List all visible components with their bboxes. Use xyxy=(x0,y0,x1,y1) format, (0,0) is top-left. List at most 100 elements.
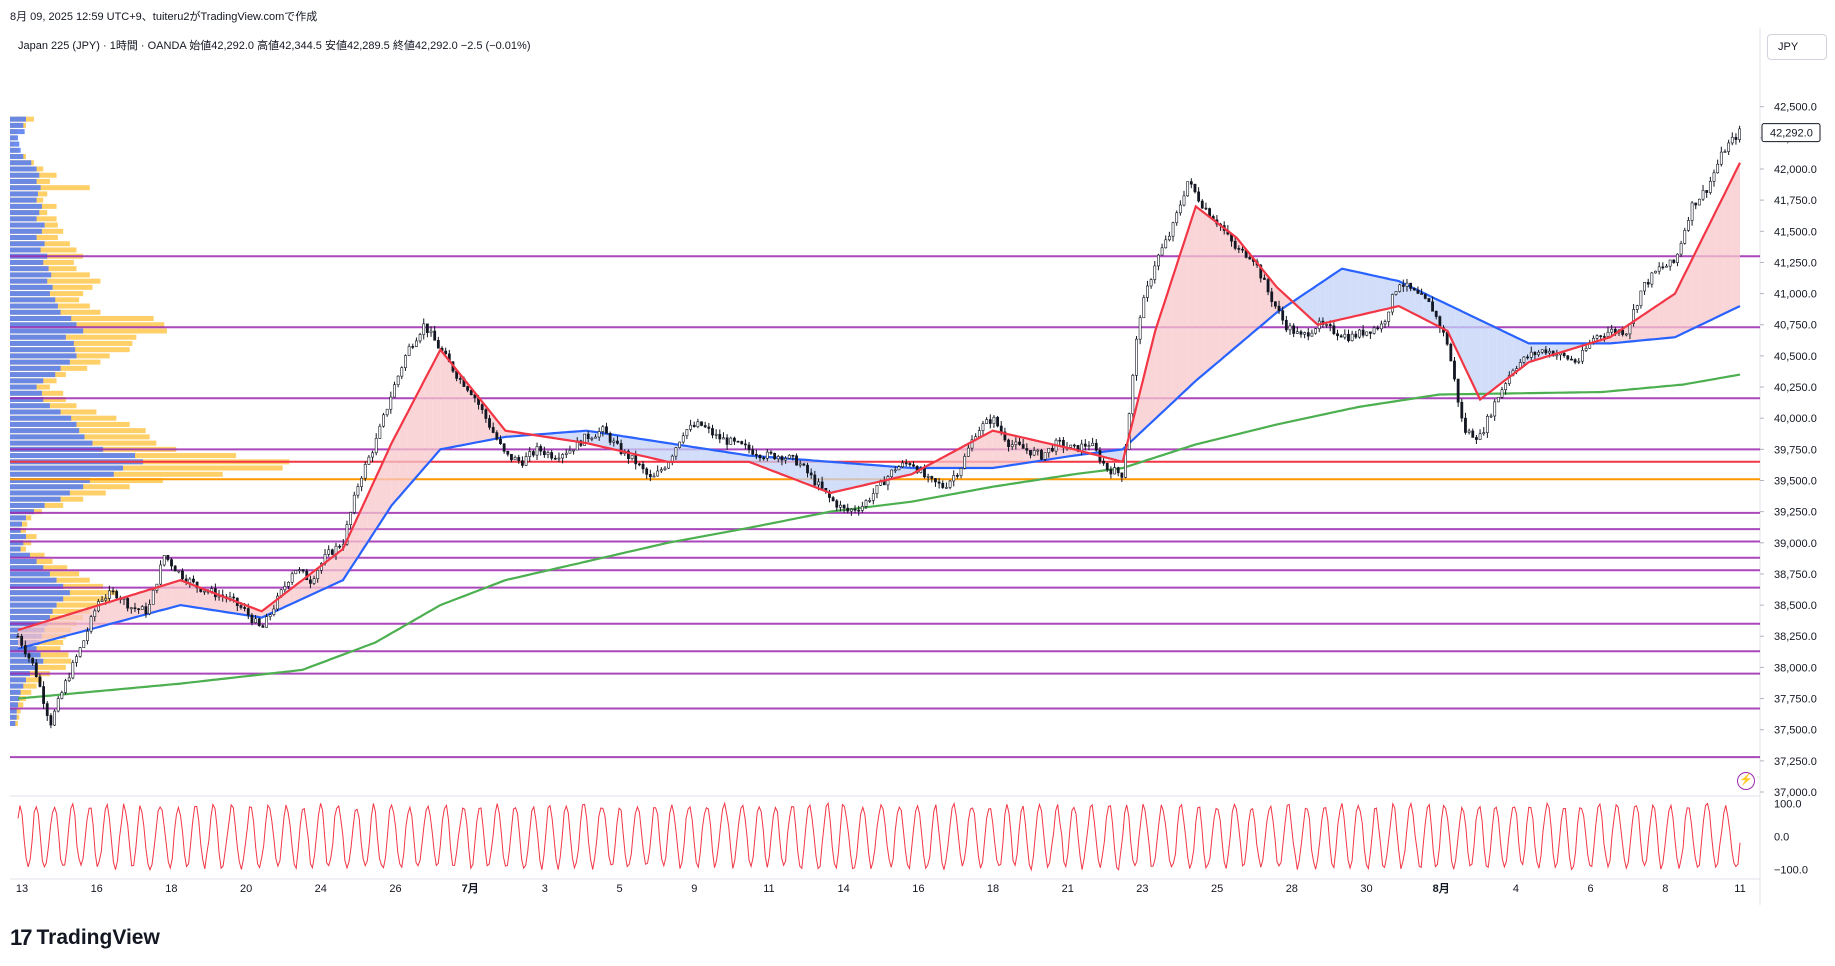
candle-body xyxy=(312,578,316,584)
candle-body xyxy=(590,437,594,440)
candle-body xyxy=(400,367,404,377)
vp-bar-up xyxy=(10,583,64,589)
vp-bar-up xyxy=(10,284,53,290)
y-tick-label: 40,750.0 xyxy=(1774,320,1817,332)
vp-bar-up xyxy=(10,122,24,128)
ma-fill-segment xyxy=(1496,327,1505,388)
candle-body xyxy=(1248,257,1252,260)
vp-bar-up xyxy=(10,353,77,359)
candle-body xyxy=(100,599,104,602)
currency-selector[interactable]: JPY xyxy=(1767,34,1827,60)
ma-fill-segment xyxy=(424,365,433,469)
symbol-name[interactable]: Japan 225 (JPY) xyxy=(18,40,100,52)
ma-fill-segment xyxy=(675,444,685,462)
candle-body xyxy=(725,437,729,445)
ma-fill-segment xyxy=(1406,285,1416,315)
vp-bar-up xyxy=(10,602,57,608)
vp-bar-up xyxy=(10,210,40,216)
ma-fill-segment xyxy=(1715,195,1724,318)
osc-tick-label: 0.0 xyxy=(1774,832,1789,844)
vp-bar-up xyxy=(10,384,37,390)
candle-body xyxy=(1383,321,1387,325)
x-tick-label: 26 xyxy=(389,883,401,895)
candle-body xyxy=(1420,293,1423,295)
x-tick-label: 4 xyxy=(1513,883,1519,895)
candle-body xyxy=(871,493,875,501)
ma-fill-segment xyxy=(1317,279,1326,325)
brand-logo[interactable]: 17 TradingView xyxy=(10,925,160,951)
candle-body xyxy=(1423,294,1427,299)
ma-fill-segment xyxy=(1666,293,1676,338)
candle-body xyxy=(60,692,64,699)
candle-body xyxy=(393,384,396,398)
ma-fill-segment xyxy=(1634,315,1643,342)
candle-body xyxy=(148,604,151,615)
vp-bar-up xyxy=(10,297,56,303)
ma-fill-segment xyxy=(1147,330,1156,427)
candle-body xyxy=(1687,220,1690,231)
ma-fill-segment xyxy=(82,607,92,632)
candle-body xyxy=(970,439,974,449)
vp-bar-up xyxy=(10,428,80,434)
candle-body xyxy=(524,456,528,466)
candle-body xyxy=(181,570,184,580)
price-axis: 42,500.042,250.042,000.041,750.041,500.0… xyxy=(1760,102,1817,877)
vp-bar-up xyxy=(10,228,42,234)
y-tick-label: 37,250.0 xyxy=(1774,756,1817,768)
vp-bar-up xyxy=(10,415,72,421)
candle-body xyxy=(813,474,817,486)
oscillator-pane xyxy=(17,801,1741,872)
candle-body xyxy=(1621,329,1625,335)
candle-body xyxy=(641,463,645,470)
candle-body xyxy=(104,598,108,601)
candle-body xyxy=(1058,439,1062,442)
vp-bar-up xyxy=(10,521,22,527)
candle-body xyxy=(1416,289,1420,294)
candle-body xyxy=(1504,383,1508,390)
candle-body xyxy=(298,569,301,571)
vp-bar-up xyxy=(10,116,26,122)
vp-bar-up xyxy=(10,571,50,577)
candle-body xyxy=(1482,432,1486,435)
candle-body xyxy=(34,662,38,678)
candle-body xyxy=(170,559,173,567)
lightning-icon[interactable]: ⚡ xyxy=(1737,772,1755,790)
candle-body xyxy=(1069,444,1073,448)
candle-body xyxy=(773,452,777,460)
candle-body xyxy=(849,508,853,512)
candle-body xyxy=(692,424,696,428)
vp-bar-up xyxy=(10,490,70,496)
candle-body xyxy=(1566,355,1570,360)
ma-fill-segment xyxy=(172,580,181,608)
vp-bar-up xyxy=(10,403,50,409)
y-tick-label: 38,500.0 xyxy=(1774,600,1817,612)
candle-body xyxy=(1453,360,1456,380)
ma-fill-segment xyxy=(1683,260,1692,334)
candle-body xyxy=(89,616,93,632)
ma-fill-segment xyxy=(830,461,839,493)
ma-fill-segment xyxy=(1439,300,1448,331)
candle-body xyxy=(637,463,641,466)
vp-bar-up xyxy=(10,247,41,253)
ma-fill-segment xyxy=(659,441,668,462)
candle-body xyxy=(1507,375,1511,384)
candle-body xyxy=(290,573,294,583)
candle-body xyxy=(853,508,857,511)
candle-body xyxy=(144,606,148,615)
candle-body xyxy=(619,443,623,455)
ma-fill-segment xyxy=(1293,295,1302,310)
interval-label[interactable]: 1時間 xyxy=(109,40,138,52)
candle-body xyxy=(1522,356,1526,363)
candle-body xyxy=(1401,284,1405,287)
candle-body xyxy=(250,614,254,624)
vp-bar-up xyxy=(10,565,44,571)
candle-body xyxy=(261,625,265,628)
ma-fill-segment xyxy=(1179,231,1188,397)
ma-fill-segment xyxy=(1350,270,1359,318)
candle-body xyxy=(232,596,236,599)
candle-body xyxy=(659,469,663,472)
candle-body xyxy=(1237,248,1241,250)
candle-body xyxy=(1595,335,1599,339)
candle-body xyxy=(806,464,809,474)
